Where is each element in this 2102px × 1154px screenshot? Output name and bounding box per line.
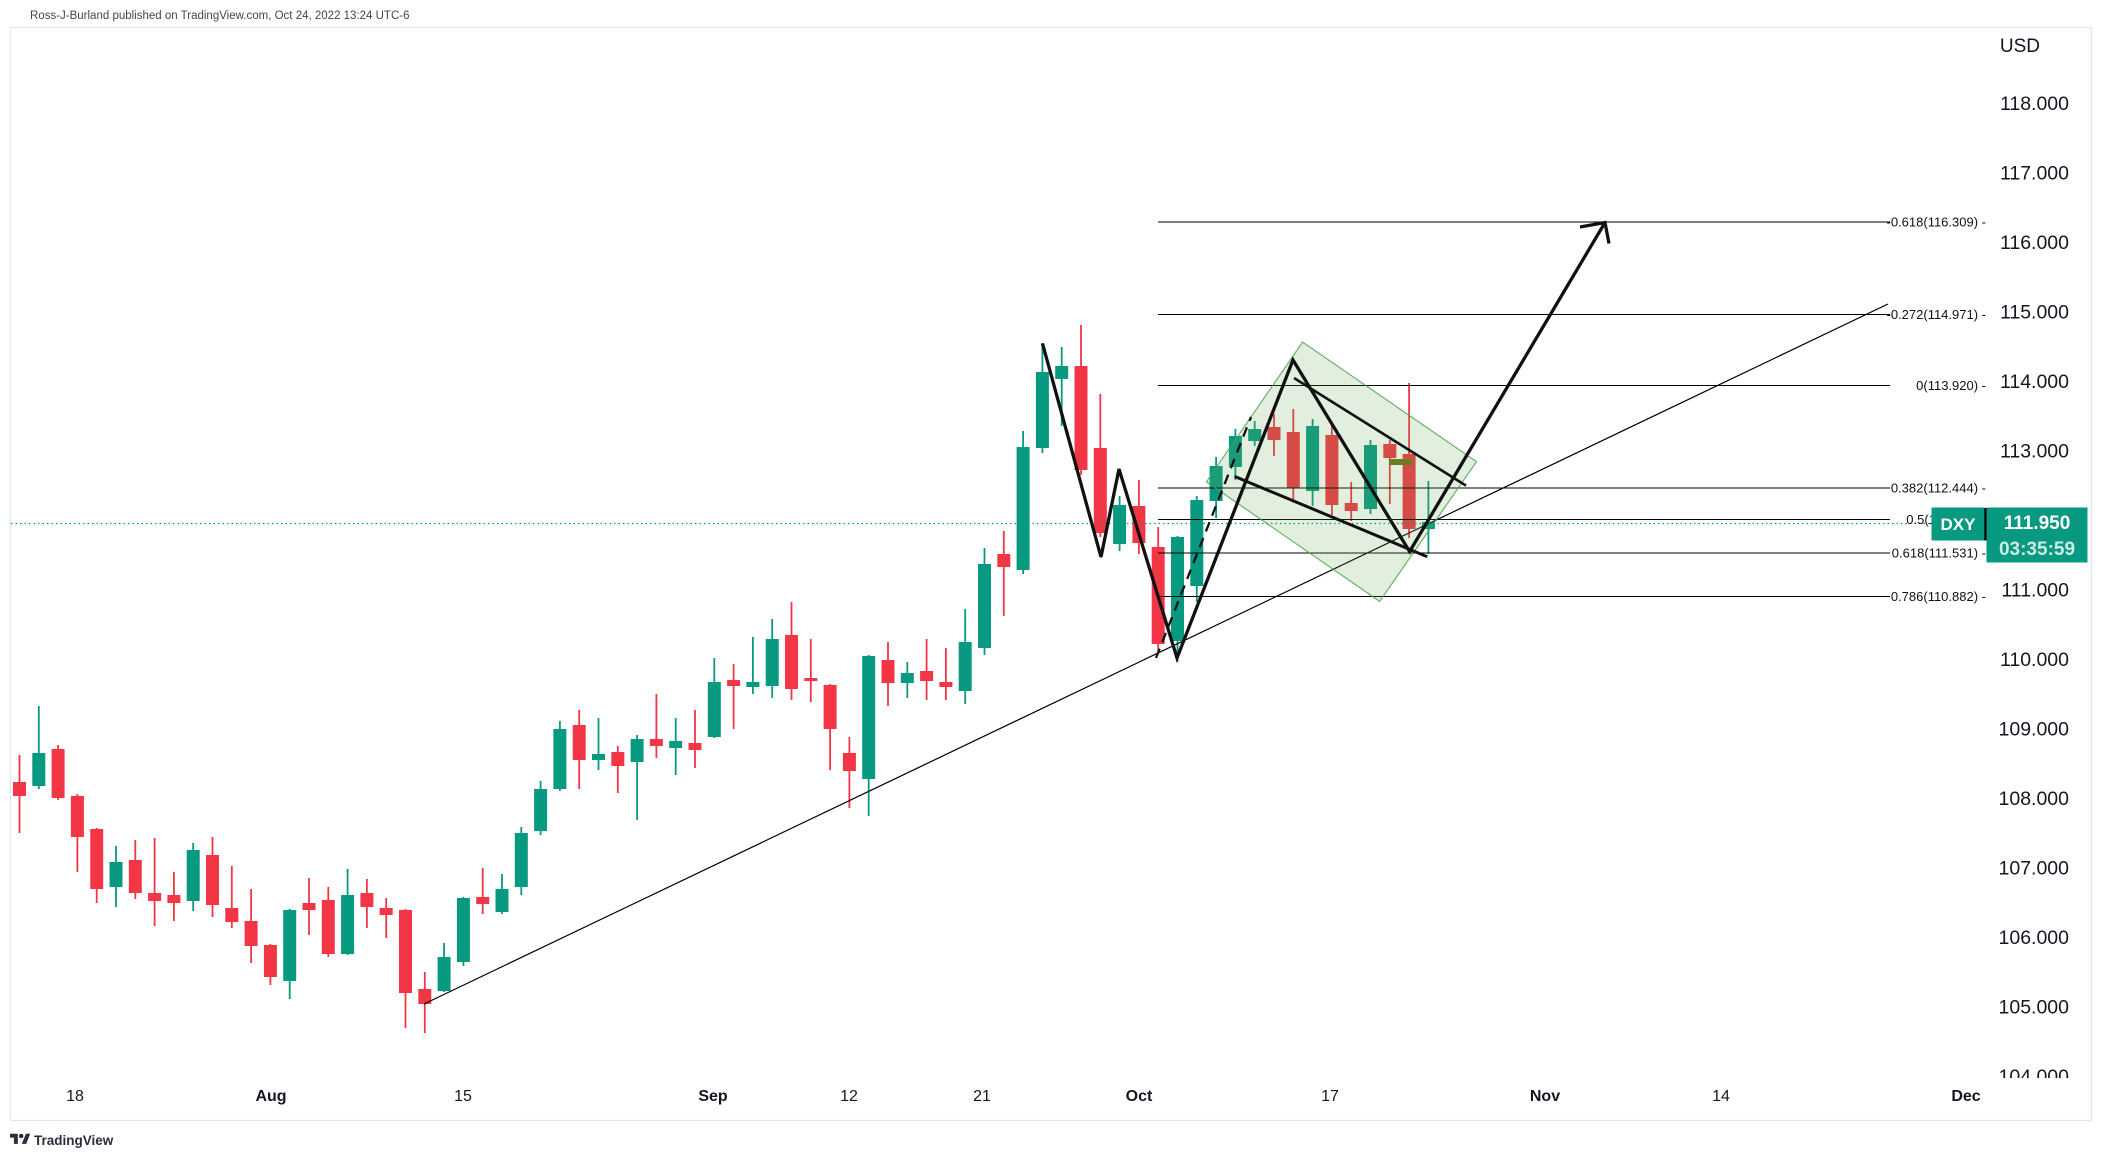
svg-text:Aug: Aug — [255, 1088, 286, 1105]
svg-text:0.618(111.531) -: 0.618(111.531) - — [1892, 546, 1986, 561]
svg-text:15: 15 — [454, 1088, 472, 1105]
svg-text:12: 12 — [840, 1088, 858, 1105]
svg-text:108.000: 108.000 — [1999, 788, 2070, 810]
svg-text:Ross-J-Burland published on Tr: Ross-J-Burland published on TradingView.… — [30, 10, 410, 22]
svg-text:109.000: 109.000 — [1999, 719, 2070, 741]
svg-text:0.382(112.444) -: 0.382(112.444) - — [1891, 481, 1986, 496]
svg-text:USD: USD — [2000, 36, 2040, 57]
svg-text:Oct: Oct — [1126, 1088, 1153, 1105]
svg-text:17: 17 — [1321, 1088, 1339, 1105]
svg-text:0(113.920) -: 0(113.920) - — [1916, 378, 1986, 393]
svg-text:Sep: Sep — [698, 1088, 728, 1105]
svg-text:-0.272(114.971) -: -0.272(114.971) - — [1887, 307, 1987, 322]
svg-text:118.000: 118.000 — [2000, 93, 2069, 115]
svg-text:21: 21 — [973, 1088, 991, 1105]
svg-text:114.000: 114.000 — [2000, 371, 2069, 393]
svg-text:0.786(110.882) -: 0.786(110.882) - — [1891, 589, 1986, 604]
svg-text:110.000: 110.000 — [2000, 649, 2069, 671]
svg-text:03:35:59: 03:35:59 — [1999, 539, 2075, 560]
svg-text:106.000: 106.000 — [1999, 927, 2070, 949]
svg-text:111.950: 111.950 — [2004, 513, 2071, 534]
svg-text:113.000: 113.000 — [2000, 441, 2069, 463]
svg-text:18: 18 — [66, 1088, 84, 1105]
svg-text:107.000: 107.000 — [1999, 858, 2070, 880]
svg-text:TradingView: TradingView — [34, 1133, 114, 1148]
svg-text:Dec: Dec — [1951, 1088, 1980, 1105]
svg-text:111.000: 111.000 — [2001, 580, 2069, 602]
svg-text:Nov: Nov — [1530, 1088, 1560, 1105]
svg-text:116.000: 116.000 — [2000, 232, 2069, 254]
svg-text:104.000: 104.000 — [1999, 1066, 2070, 1088]
svg-text:14: 14 — [1712, 1088, 1730, 1105]
svg-text:105.000: 105.000 — [1999, 997, 2070, 1019]
svg-text:-0.618(116.309) -: -0.618(116.309) - — [1887, 215, 1987, 230]
svg-text:115.000: 115.000 — [2000, 302, 2069, 324]
svg-text:117.000: 117.000 — [2000, 163, 2069, 185]
svg-text:DXY: DXY — [1941, 515, 1977, 534]
